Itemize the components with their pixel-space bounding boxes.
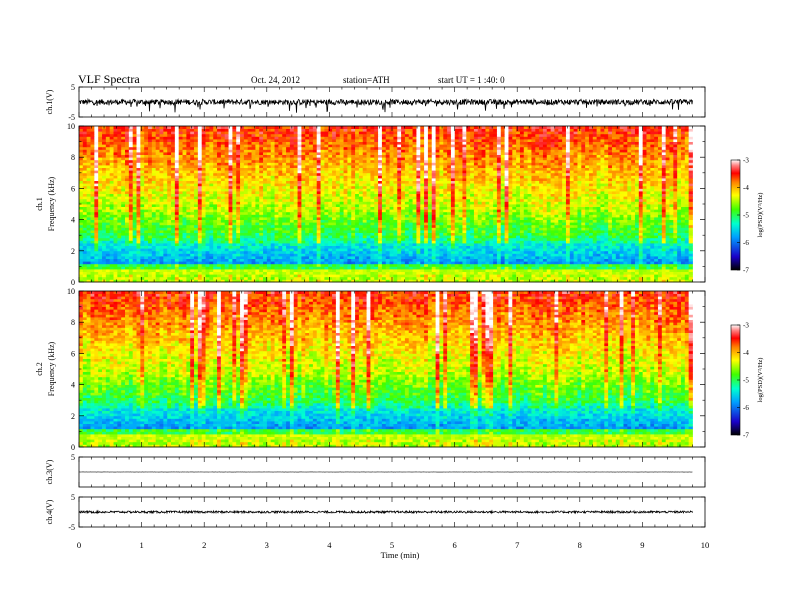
x-tick-label: 2 bbox=[202, 540, 206, 550]
y-tick-label: 10 bbox=[67, 122, 75, 131]
y-tick-label: 2 bbox=[71, 247, 75, 256]
x-tick-label: 10 bbox=[701, 540, 710, 550]
y-tick-label: 5 bbox=[71, 493, 75, 502]
y-tick-label: -5 bbox=[68, 523, 75, 532]
x-tick-label: 1 bbox=[139, 540, 143, 550]
x-tick-label: 7 bbox=[515, 540, 519, 550]
y-axis-label: Frequency (kHz) bbox=[47, 176, 56, 231]
y-tick-label: 6 bbox=[71, 349, 75, 358]
y-tick-label: 0 bbox=[71, 443, 75, 452]
y-tick-label: 5 bbox=[71, 83, 75, 92]
x-tick-label: 9 bbox=[640, 540, 644, 550]
y-tick-label: 2 bbox=[71, 412, 75, 421]
colorbar-tick-label: -6 bbox=[743, 239, 749, 247]
y-tick-label: 4 bbox=[71, 216, 75, 225]
x-tick-label: 8 bbox=[578, 540, 582, 550]
y-axis-label: ch.1(V) bbox=[45, 89, 54, 114]
channel-label: ch.1 bbox=[35, 197, 44, 211]
colorbar-tick-label: -3 bbox=[743, 157, 749, 165]
figure-title: VLF Spectra bbox=[78, 72, 140, 86]
x-tick-label: 6 bbox=[452, 540, 456, 550]
y-tick-label: 0 bbox=[71, 278, 75, 287]
y-axis-label: Frequency (kHz) bbox=[47, 341, 56, 396]
colorbar-tick-label: -4 bbox=[743, 349, 749, 357]
y-axis-label: ch.3(V) bbox=[45, 459, 54, 484]
x-axis-label: Time (min) bbox=[381, 550, 420, 560]
y-tick-label: 6 bbox=[71, 184, 75, 193]
colorbar-tick-label: -3 bbox=[743, 322, 749, 330]
colorbar-label: log(PSD)(V²/Hz) bbox=[757, 358, 764, 403]
y-tick-label: 10 bbox=[67, 287, 75, 296]
x-tick-label: 5 bbox=[390, 540, 394, 550]
colorbar-tick-label: -5 bbox=[743, 377, 749, 385]
colorbar-tick-label: -5 bbox=[743, 212, 749, 220]
y-tick-label: -5 bbox=[68, 113, 75, 122]
colorbar-label: log(PSD)(V²/Hz) bbox=[757, 193, 764, 238]
series-line-ch.4(V) bbox=[78, 509, 693, 515]
date-label: Oct. 24, 2012 bbox=[251, 75, 300, 85]
series-line-ch.1(V) bbox=[78, 97, 693, 113]
spectrogram-cells bbox=[79, 291, 693, 448]
y-tick-label: 5 bbox=[71, 453, 75, 462]
y-axis-label: ch.4(V) bbox=[45, 499, 54, 524]
y-tick-label: 8 bbox=[71, 153, 75, 162]
colorbar-tick-label: -6 bbox=[743, 404, 749, 412]
colorbar-tick-label: -7 bbox=[743, 267, 749, 275]
x-tick-label: 0 bbox=[77, 540, 81, 550]
x-tick-label: 4 bbox=[327, 540, 332, 550]
colorbar-tick-label: -7 bbox=[743, 432, 749, 440]
start-ut-label: start UT = 1 :40: 0 bbox=[438, 75, 505, 85]
channel-label: ch.2 bbox=[35, 362, 44, 376]
y-tick-label: 8 bbox=[71, 318, 75, 327]
station-label: station=ATH bbox=[343, 75, 390, 85]
y-tick-label: 4 bbox=[71, 381, 75, 390]
x-tick-label: 3 bbox=[265, 540, 269, 550]
colorbar-tick-label: -4 bbox=[743, 184, 749, 192]
spectrogram-cells bbox=[79, 126, 693, 283]
